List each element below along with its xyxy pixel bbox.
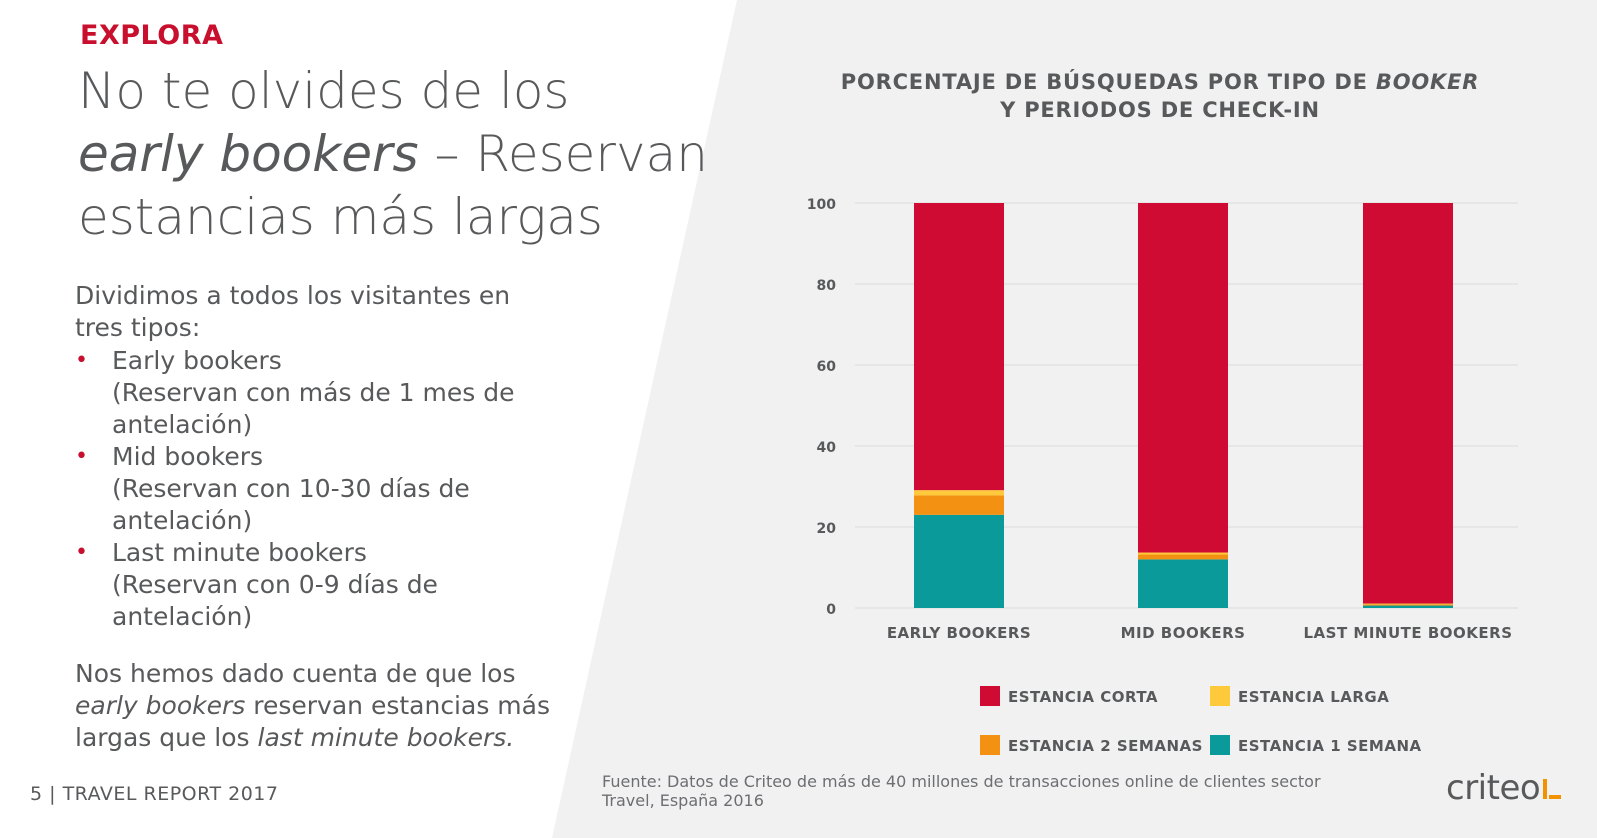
y-tick-label: 100 xyxy=(807,197,836,213)
booker-type-list: • Early bookers (Reservan con más de 1 mes… xyxy=(75,345,555,633)
legend-label: ESTANCIA CORTA xyxy=(1008,688,1158,706)
x-tick-label: LAST MINUTE BOOKERS xyxy=(1303,624,1512,642)
bar-segment xyxy=(914,203,1004,491)
list-item: • Last minute bookers (Reservan con 0-9 dí… xyxy=(75,538,438,631)
bar-segment xyxy=(914,490,1004,496)
list-item: • Early bookers (Reservan con más de 1 mes… xyxy=(75,346,515,439)
logo-accent-bar-icon xyxy=(1549,795,1562,799)
legend-swatch xyxy=(980,686,1000,706)
bar-segment xyxy=(1138,203,1228,553)
list-item: • Mid bookers (Reservan con 10-30 días de … xyxy=(75,442,470,535)
y-tick-label: 0 xyxy=(826,602,836,618)
section-label: EXPLORA xyxy=(80,20,224,51)
legend-label: ESTANCIA 2 SEMANAS xyxy=(1008,737,1203,755)
x-tick-label: MID BOOKERS xyxy=(1121,624,1246,642)
bar-segment xyxy=(1363,605,1453,608)
bullet-icon: • xyxy=(75,540,88,565)
legend-swatch xyxy=(1210,735,1230,755)
bar-segment xyxy=(1363,604,1453,606)
y-tick-label: 20 xyxy=(817,521,837,537)
bar-segment xyxy=(1138,552,1228,555)
legend-swatch xyxy=(980,735,1000,755)
bullet-icon: • xyxy=(75,444,88,469)
page-footer: 5 | TRAVEL REPORT 2017 xyxy=(30,783,279,805)
x-tick-label: EARLY BOOKERS xyxy=(887,624,1031,642)
bar-segment xyxy=(1138,554,1228,560)
legend-label: ESTANCIA LARGA xyxy=(1238,688,1389,706)
legend-swatch xyxy=(1210,686,1230,706)
y-tick-label: 40 xyxy=(817,440,837,456)
legend-label: ESTANCIA 1 SEMANA xyxy=(1238,737,1422,755)
bar-segment xyxy=(914,514,1004,608)
intro-paragraph: Dividimos a todos los visitantes en tres… xyxy=(75,281,511,342)
y-tick-label: 80 xyxy=(817,278,837,294)
chart-title: PORCENTAJE DE BÚSQUEDAS POR TIPO DE BOOK… xyxy=(840,70,1480,122)
source-note: Fuente: Datos de Criteo de más de 40 mil… xyxy=(602,772,1321,810)
bar-segment xyxy=(1363,203,1453,604)
bar-segment xyxy=(914,495,1004,515)
page-headline: No te olvides de los early bookers – Rese… xyxy=(78,62,708,246)
bar-segment xyxy=(1138,559,1228,608)
criteo-logo: criteo xyxy=(1446,768,1562,808)
bar-segment xyxy=(1363,603,1453,605)
bullet-icon: • xyxy=(75,348,88,373)
conclusion-paragraph: Nos hemos dado cuenta de que los early b… xyxy=(75,659,550,752)
y-tick-label: 60 xyxy=(817,359,837,375)
logo-accent-icon xyxy=(1543,779,1548,799)
